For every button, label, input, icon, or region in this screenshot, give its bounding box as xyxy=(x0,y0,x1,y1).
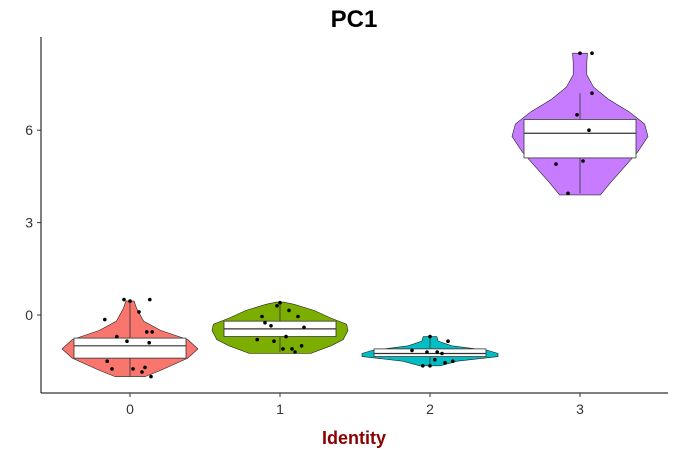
data-point-2-5 xyxy=(425,350,429,354)
data-point-0-5 xyxy=(128,299,132,303)
data-point-0-7 xyxy=(137,310,141,314)
data-point-1-4 xyxy=(275,304,279,308)
x-tick-label-3: 3 xyxy=(576,401,584,417)
violin-group-1 xyxy=(211,300,349,354)
data-point-0-3 xyxy=(122,297,126,302)
chart-title: PC1 xyxy=(331,6,378,33)
x-axis-label: Identity xyxy=(322,428,386,448)
violin-group-3 xyxy=(511,51,649,196)
data-point-2-2 xyxy=(428,364,432,368)
data-point-1-12 xyxy=(299,344,304,348)
data-point-2-1 xyxy=(428,334,432,339)
data-point-1-11 xyxy=(296,314,300,319)
violin-group-2 xyxy=(361,334,499,368)
data-point-2-3 xyxy=(433,357,437,362)
y-tick-label-6: 6 xyxy=(25,122,33,138)
data-point-1-6 xyxy=(281,347,285,351)
violin-group-0 xyxy=(61,297,199,379)
data-point-2-4 xyxy=(435,350,440,354)
data-point-0-9 xyxy=(143,365,147,370)
data-point-0-12 xyxy=(148,297,152,302)
data-point-1-8 xyxy=(287,308,291,313)
data-point-0-15 xyxy=(105,359,109,364)
box-2 xyxy=(373,348,487,357)
box-0 xyxy=(73,337,187,359)
box-3 xyxy=(523,119,637,159)
data-point-1-2 xyxy=(260,314,264,319)
y-tick-label-0: 0 xyxy=(25,307,33,323)
data-point-3-5 xyxy=(590,51,594,55)
data-point-0-1 xyxy=(110,367,114,371)
data-point-1-0 xyxy=(255,337,259,342)
y-tick-label-3: 3 xyxy=(25,215,33,231)
data-point-0-8 xyxy=(140,370,144,374)
data-point-1-14 xyxy=(272,339,276,344)
data-point-0-2 xyxy=(115,334,119,339)
data-point-2-9 xyxy=(410,348,414,353)
data-point-3-6 xyxy=(590,91,594,95)
data-point-0-10 xyxy=(145,330,149,334)
data-point-2-7 xyxy=(446,339,450,344)
data-point-1-9 xyxy=(290,347,294,351)
data-point-0-4 xyxy=(125,339,129,344)
data-point-3-1 xyxy=(566,191,570,196)
data-point-0-6 xyxy=(131,367,135,371)
data-point-2-0 xyxy=(421,364,425,368)
x-tick-label-2: 2 xyxy=(426,401,434,417)
x-tick-label-1: 1 xyxy=(276,401,284,417)
data-point-2-8 xyxy=(451,359,455,364)
data-point-1-1 xyxy=(263,320,267,325)
data-point-1-3 xyxy=(269,324,273,328)
data-point-2-10 xyxy=(443,360,447,365)
data-point-0-0 xyxy=(103,317,107,322)
data-point-0-14 xyxy=(150,330,154,334)
data-point-0-13 xyxy=(149,374,153,379)
data-point-3-3 xyxy=(578,51,582,55)
plot-area xyxy=(61,51,649,379)
data-point-3-0 xyxy=(554,162,558,166)
data-point-3-4 xyxy=(581,159,585,163)
data-point-3-2 xyxy=(575,113,579,117)
axes: 0 1 2 3 0 3 6 xyxy=(25,122,584,417)
data-point-1-10 xyxy=(293,350,297,354)
data-point-3-7 xyxy=(587,128,591,132)
data-point-1-7 xyxy=(284,334,288,339)
data-point-1-5 xyxy=(278,300,282,305)
data-point-0-11 xyxy=(147,340,151,345)
data-point-1-13 xyxy=(302,325,306,330)
x-tick-label-0: 0 xyxy=(126,401,134,417)
data-point-2-6 xyxy=(440,351,444,356)
